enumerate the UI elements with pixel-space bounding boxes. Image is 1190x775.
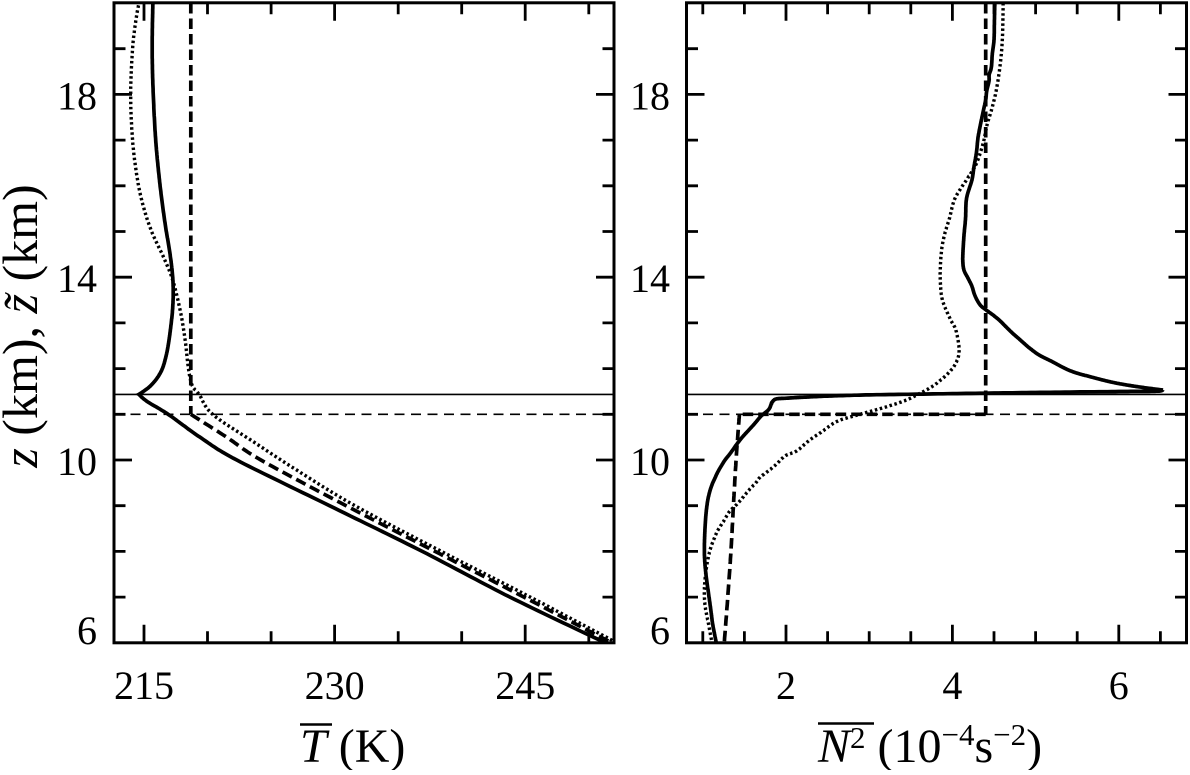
svg-text:6: 6 — [650, 608, 670, 653]
svg-text:10: 10 — [57, 439, 97, 484]
svg-text:z (km), z̃ (km): z (km), z̃ (km) — [0, 184, 48, 468]
svg-text:245: 245 — [495, 663, 555, 708]
svg-text:215: 215 — [114, 663, 174, 708]
svg-text:2: 2 — [776, 663, 796, 708]
svg-text:14: 14 — [630, 256, 670, 301]
svg-text:T (K): T (K) — [300, 720, 405, 770]
svg-text:6: 6 — [77, 608, 97, 653]
svg-text:N2 (10−4s−2): N2 (10−4s−2) — [817, 717, 1042, 770]
svg-text:18: 18 — [57, 73, 97, 118]
svg-text:18: 18 — [630, 73, 670, 118]
svg-text:6: 6 — [1109, 663, 1129, 708]
svg-text:14: 14 — [57, 256, 97, 301]
svg-text:10: 10 — [630, 439, 670, 484]
svg-text:4: 4 — [942, 663, 962, 708]
svg-text:230: 230 — [305, 663, 365, 708]
